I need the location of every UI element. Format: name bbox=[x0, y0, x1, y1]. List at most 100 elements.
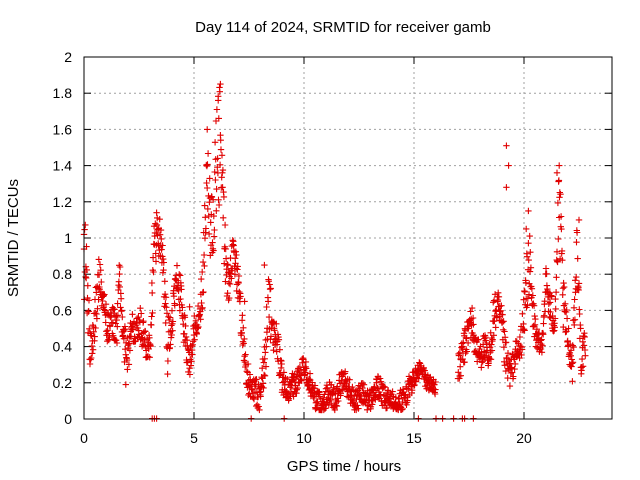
data-point bbox=[211, 226, 218, 234]
data-point bbox=[568, 360, 576, 367]
data-point bbox=[479, 341, 487, 348]
data-point bbox=[192, 317, 200, 324]
data-point bbox=[500, 318, 507, 325]
data-point bbox=[501, 328, 508, 335]
data-point bbox=[117, 304, 124, 311]
data-point bbox=[355, 405, 362, 412]
data-point bbox=[149, 289, 156, 297]
data-point bbox=[222, 278, 229, 285]
data-point bbox=[234, 263, 241, 270]
data-point bbox=[521, 287, 528, 295]
data-point bbox=[508, 369, 516, 376]
data-point bbox=[261, 355, 268, 362]
data-point bbox=[455, 369, 462, 376]
data-point bbox=[164, 370, 171, 378]
data-point bbox=[132, 337, 139, 345]
data-point bbox=[256, 406, 263, 414]
data-point bbox=[548, 293, 555, 300]
data-point bbox=[550, 328, 557, 335]
data-point bbox=[495, 289, 502, 296]
data-point bbox=[570, 304, 578, 311]
data-point bbox=[168, 331, 175, 339]
x-tick-label: 15 bbox=[406, 430, 422, 446]
data-point bbox=[311, 382, 319, 389]
y-tick-label: 1.2 bbox=[53, 194, 73, 210]
data-point bbox=[122, 351, 129, 358]
data-point bbox=[113, 339, 121, 347]
data-point bbox=[86, 325, 93, 332]
data-point bbox=[500, 344, 508, 351]
data-point bbox=[222, 245, 229, 253]
data-point bbox=[501, 334, 509, 341]
data-point bbox=[183, 337, 191, 344]
x-tick-labels: 0 5 10 15 20 bbox=[80, 430, 532, 446]
data-point bbox=[468, 304, 476, 312]
data-point bbox=[575, 286, 582, 294]
data-point bbox=[181, 314, 189, 321]
y-tick-label: 0.4 bbox=[53, 339, 73, 355]
data-point bbox=[213, 207, 220, 214]
data-point bbox=[266, 286, 274, 293]
data-point bbox=[356, 385, 363, 393]
data-point bbox=[551, 324, 558, 331]
data-point bbox=[578, 364, 585, 371]
data-point bbox=[495, 293, 503, 300]
data-point bbox=[262, 363, 270, 370]
data-point bbox=[160, 266, 167, 274]
data-point bbox=[186, 303, 193, 310]
data-point bbox=[572, 277, 579, 284]
y-tick-label: 0.8 bbox=[53, 266, 73, 282]
x-tick-label: 0 bbox=[80, 430, 88, 446]
data-point bbox=[349, 383, 356, 391]
axis-ticks bbox=[83, 56, 612, 420]
data-point bbox=[196, 311, 203, 318]
data-point bbox=[203, 179, 210, 187]
data-point bbox=[555, 177, 563, 184]
data-point bbox=[569, 378, 576, 385]
data-point bbox=[280, 369, 288, 376]
data-point bbox=[298, 377, 305, 384]
data-point bbox=[573, 273, 580, 281]
data-point bbox=[221, 260, 228, 267]
data-point bbox=[216, 161, 224, 168]
data-point bbox=[188, 358, 195, 365]
data-point bbox=[525, 256, 532, 264]
data-point bbox=[87, 356, 94, 363]
data-point bbox=[137, 305, 144, 312]
data-point bbox=[200, 251, 208, 259]
data-point bbox=[121, 323, 129, 330]
data-point bbox=[92, 324, 99, 332]
data-point bbox=[117, 295, 125, 302]
data-point bbox=[111, 306, 118, 313]
data-point bbox=[243, 368, 250, 375]
data-point bbox=[215, 196, 222, 203]
data-point bbox=[198, 299, 205, 307]
data-point bbox=[206, 175, 213, 182]
data-point bbox=[152, 258, 160, 265]
data-point bbox=[312, 405, 319, 413]
data-point bbox=[526, 232, 533, 240]
data-point bbox=[380, 383, 387, 390]
data-point bbox=[217, 137, 224, 144]
data-point bbox=[346, 376, 353, 383]
data-point bbox=[269, 319, 277, 326]
data-point bbox=[519, 310, 526, 317]
data-point bbox=[561, 283, 568, 291]
data-point bbox=[110, 332, 117, 339]
data-point bbox=[220, 214, 227, 221]
data-point bbox=[575, 280, 583, 287]
data-point bbox=[149, 309, 156, 317]
data-point bbox=[518, 351, 525, 359]
data-point bbox=[215, 201, 223, 209]
data-point bbox=[177, 295, 184, 303]
data-point bbox=[541, 298, 548, 305]
data-point bbox=[576, 310, 583, 318]
data-point bbox=[337, 390, 344, 397]
data-point bbox=[551, 315, 559, 322]
data-point bbox=[81, 226, 88, 233]
data-point bbox=[203, 161, 210, 169]
data-point bbox=[582, 352, 589, 359]
data-point bbox=[563, 306, 570, 314]
data-point bbox=[552, 289, 560, 296]
data-point bbox=[333, 402, 341, 410]
